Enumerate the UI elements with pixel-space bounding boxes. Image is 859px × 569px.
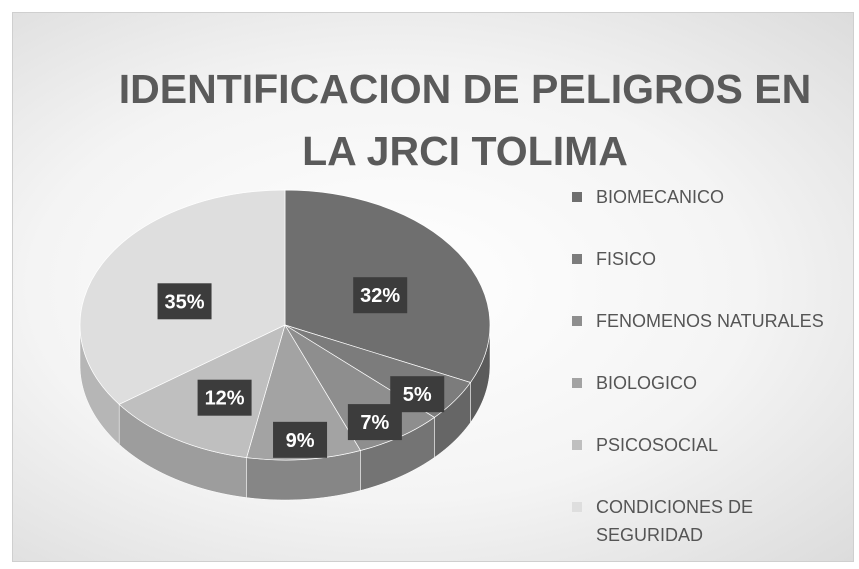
legend-label: FENOMENOS NATURALES xyxy=(596,311,824,331)
data-label-text: 7% xyxy=(360,412,389,434)
legend-item: CONDICIONES DE SEGURIDAD xyxy=(572,493,852,549)
data-label-text: 12% xyxy=(205,388,245,410)
legend-item: FISICO xyxy=(572,245,852,273)
legend-item: BIOMECANICO xyxy=(572,183,852,211)
data-label-box xyxy=(347,404,402,441)
legend-item: FENOMENOS NATURALES xyxy=(572,307,852,335)
data-label: 35% xyxy=(157,283,212,320)
data-label-text: 9% xyxy=(286,430,315,452)
legend-label: CONDICIONES DE SEGURIDAD xyxy=(596,497,754,545)
legend-item: PSICOSOCIAL xyxy=(572,431,852,459)
data-label: 32% xyxy=(353,277,408,314)
legend-label: BIOMECANICO xyxy=(596,187,725,207)
legend-item: BIOLOGICO xyxy=(572,369,852,397)
data-label-text: 32% xyxy=(360,285,400,307)
data-label-text: 35% xyxy=(165,291,205,313)
data-label-box xyxy=(273,421,328,458)
legend-swatch xyxy=(572,192,582,202)
chart-title: IDENTIFICACION DE PELIGROS EN LA JRCI TO… xyxy=(118,66,812,174)
legend-swatch xyxy=(572,502,582,512)
data-label: 5% xyxy=(390,376,445,413)
legend-label: BIOLOGICO xyxy=(596,373,698,393)
legend-label: PSICOSOCIAL xyxy=(596,435,719,455)
data-label-box xyxy=(157,283,212,320)
data-label-text: 5% xyxy=(403,384,432,406)
legend-swatch xyxy=(572,254,582,264)
data-label-box xyxy=(197,379,252,416)
data-label: 7% xyxy=(347,404,402,441)
data-label: 9% xyxy=(273,421,328,458)
legend-swatch xyxy=(572,440,582,450)
data-label: 12% xyxy=(197,379,252,416)
pie-sides xyxy=(79,324,491,501)
data-label-box xyxy=(353,277,408,314)
legend-label: FISICO xyxy=(596,249,657,269)
legend-swatch xyxy=(572,316,582,326)
legend-swatch xyxy=(572,378,582,388)
